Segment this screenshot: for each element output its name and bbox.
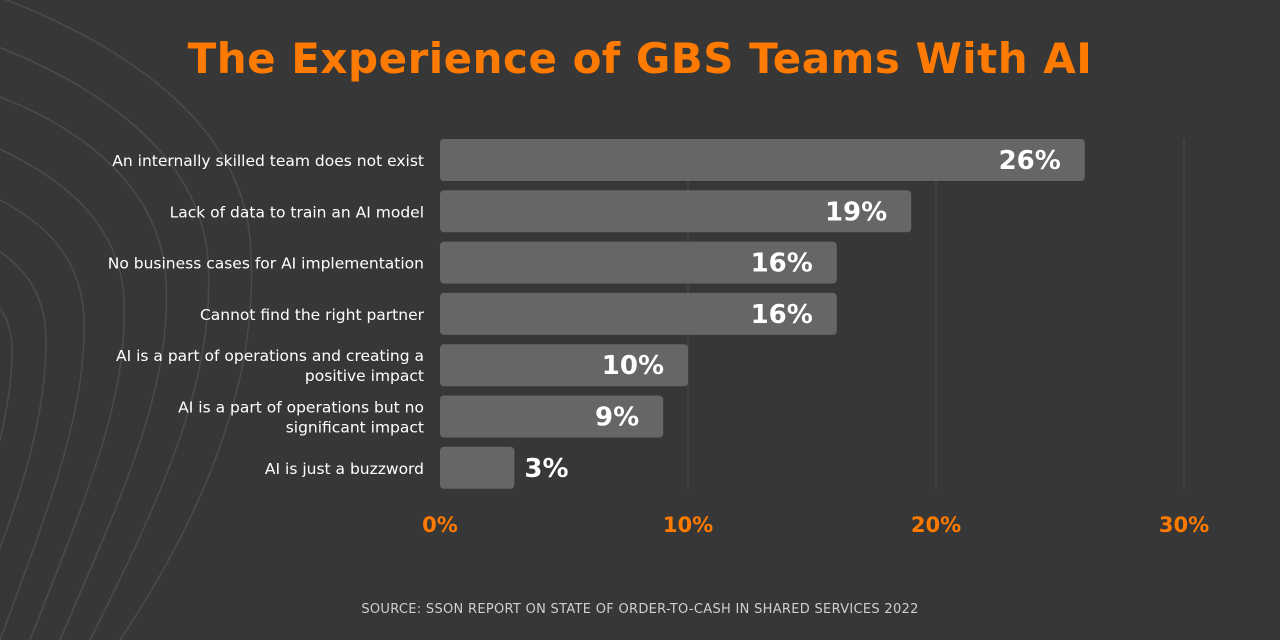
data-label: 3%	[524, 454, 568, 484]
bar	[440, 395, 664, 438]
data-label: 16%	[751, 300, 813, 330]
data-label: 26%	[999, 146, 1061, 176]
bar-chart: 26% An internally skilled team does not e…	[108, 139, 1209, 537]
bar	[440, 344, 688, 387]
x-tick-label: 10%	[663, 513, 713, 537]
bar	[440, 292, 837, 335]
category-label: No business cases for AI implementation	[108, 255, 424, 273]
data-label: 16%	[751, 249, 813, 279]
source-note: SOURCE: SSON REPORT ON STATE OF ORDER-TO…	[361, 602, 919, 617]
category-label: AI is a part of operations but no	[178, 399, 424, 417]
data-label: 10%	[602, 351, 664, 381]
category-label: Lack of data to train an AI model	[170, 203, 424, 221]
data-label: 9%	[595, 403, 639, 433]
category-label: positive impact	[305, 367, 424, 385]
category-label: AI is just a buzzword	[265, 460, 424, 478]
category-label: An internally skilled team does not exis…	[112, 152, 424, 170]
bar	[440, 241, 837, 284]
bar	[440, 139, 1085, 181]
category-label: Cannot find the right partner	[200, 306, 425, 324]
data-label: 19%	[825, 197, 887, 227]
x-tick-label: 0%	[422, 513, 458, 537]
x-tick-label: 30%	[1159, 513, 1209, 537]
category-label: significant impact	[286, 419, 424, 437]
chart-title: The Experience of GBS Teams With AI	[187, 34, 1093, 83]
category-label: AI is a part of operations and creating …	[116, 347, 424, 365]
bar	[440, 190, 912, 233]
x-tick-label: 20%	[911, 513, 961, 537]
bar	[440, 446, 515, 489]
